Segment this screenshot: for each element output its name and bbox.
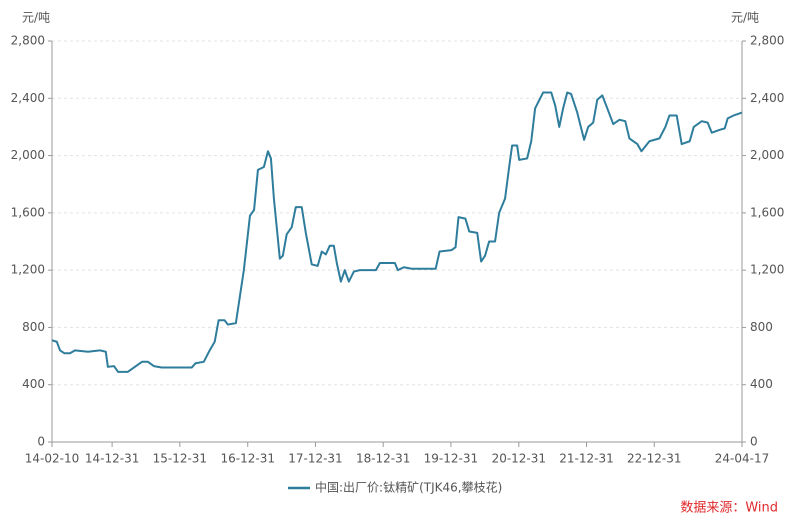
x-tick-label: 21-12-31 <box>559 452 613 466</box>
x-tick-label: 17-12-31 <box>288 452 342 466</box>
x-tick-label: 22-12-31 <box>627 452 681 466</box>
y2-tick-label: 2,000 <box>750 148 784 162</box>
y2-tick-label: 1,600 <box>750 205 784 219</box>
x-tick-label: 14-02-10 <box>25 452 79 466</box>
y2-tick-label: 400 <box>750 377 773 391</box>
y2-tick-label: 2,800 <box>750 34 784 48</box>
y2-axis-label: 元/吨 <box>731 11 759 25</box>
y-tick-label: 1,200 <box>11 263 45 277</box>
y2-tick-label: 800 <box>750 320 773 334</box>
y-tick-label: 2,800 <box>11 34 45 48</box>
y-tick-label: 0 <box>37 435 45 449</box>
y-tick-label: 1,600 <box>11 205 45 219</box>
x-tick-label: 20-12-31 <box>492 452 546 466</box>
y2-tick-label: 2,400 <box>750 91 784 105</box>
y-tick-label: 800 <box>22 320 45 334</box>
x-tick-label: 15-12-31 <box>153 452 207 466</box>
y-tick-label: 2,400 <box>11 91 45 105</box>
y-axis-label: 元/吨 <box>22 11 50 25</box>
x-tick-label: 18-12-31 <box>356 452 410 466</box>
source-note: 数据来源：Wind <box>680 501 778 516</box>
y2-tick-label: 1,200 <box>750 263 784 277</box>
legend-label: 中国:出厂价:钛精矿(TJK46,攀枝花) <box>315 480 502 495</box>
x-tick-label: 19-12-31 <box>424 452 478 466</box>
line-series <box>51 91 743 373</box>
x-tick-label: 16-12-31 <box>221 452 275 466</box>
x-tick-label: 24-04-17 <box>715 452 769 466</box>
y-tick-label: 2,000 <box>11 148 45 162</box>
y2-tick-label: 0 <box>750 435 758 449</box>
y-tick-label: 400 <box>22 377 45 391</box>
x-tick-label: 14-12-31 <box>85 452 139 466</box>
